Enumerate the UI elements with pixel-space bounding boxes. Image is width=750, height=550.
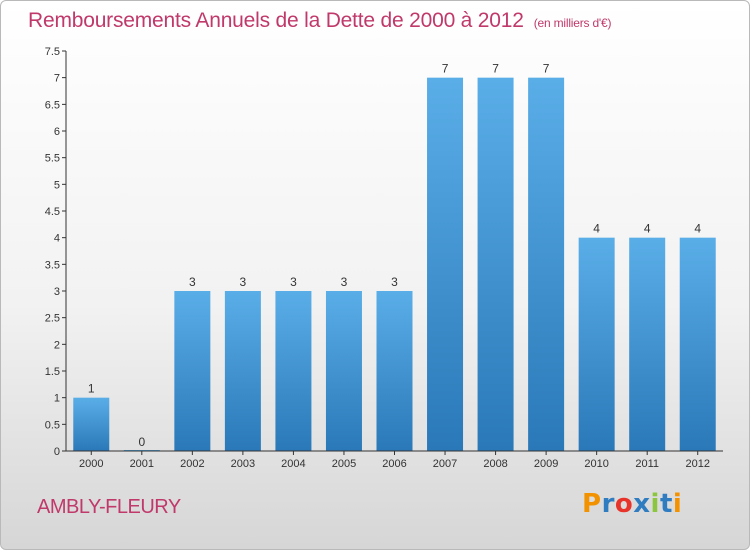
bar: [578, 237, 615, 451]
data-label: 7: [543, 62, 550, 76]
data-label: 7: [442, 62, 449, 76]
x-tick-label: 2006: [382, 458, 406, 470]
y-tick-label: 0.5: [45, 419, 60, 431]
y-tick-label: 5.5: [45, 153, 60, 165]
y-tick-label: 2.5: [45, 313, 60, 325]
x-tick-label: 2000: [79, 458, 103, 470]
x-tick-label: 2002: [180, 458, 204, 470]
data-label: 3: [290, 275, 297, 289]
bar: [376, 291, 413, 451]
y-tick-label: 1: [54, 393, 60, 405]
logo-letter: t: [659, 489, 673, 519]
y-tick-label: 2: [54, 339, 60, 351]
y-tick-label: 0: [54, 446, 60, 458]
x-tick-label: 2004: [281, 458, 305, 470]
y-tick-label: 6: [54, 126, 60, 138]
logo-letter: r: [601, 489, 615, 519]
x-tick-label: 2005: [332, 458, 356, 470]
data-label: 4: [694, 222, 701, 236]
data-label: 3: [240, 275, 247, 289]
bar: [528, 77, 565, 452]
logo-letter: i: [672, 489, 683, 519]
proxiti-logo: Proxiti: [582, 489, 682, 519]
bar: [325, 291, 362, 451]
x-tick-label: 2007: [433, 458, 457, 470]
y-tick-label: 6.5: [45, 99, 60, 111]
logo-letter: i: [650, 489, 660, 519]
y-tick-label: 3: [54, 286, 60, 298]
bar: [477, 77, 514, 452]
bar: [73, 397, 110, 451]
x-tick-label: 2001: [130, 458, 154, 470]
x-tick-label: 2011: [635, 458, 659, 470]
y-tick-label: 1.5: [45, 366, 60, 378]
bar: [174, 291, 211, 451]
bar: [427, 77, 464, 452]
logo-letter: P: [582, 489, 602, 519]
bar: [629, 237, 666, 451]
data-label: 3: [341, 275, 348, 289]
data-label: 7: [492, 62, 499, 76]
y-tick-label: 3.5: [45, 259, 60, 271]
bar: [224, 291, 261, 451]
logo-letter: x: [633, 489, 651, 519]
bar: [275, 291, 312, 451]
y-tick-label: 7.5: [45, 46, 60, 58]
data-label: 3: [189, 275, 196, 289]
data-label: 4: [644, 222, 651, 236]
data-label: 0: [138, 435, 145, 449]
x-tick-label: 2009: [534, 458, 558, 470]
y-tick-label: 7: [54, 73, 60, 85]
x-tick-label: 2008: [483, 458, 507, 470]
y-tick-label: 4.5: [45, 206, 60, 218]
x-tick-label: 2012: [685, 458, 709, 470]
y-tick-label: 4: [54, 233, 60, 245]
chart-title: Remboursements Annuels de la Dette de 20…: [28, 9, 611, 33]
y-tick-label: 5: [54, 179, 60, 191]
data-label: 4: [593, 222, 600, 236]
data-label: 1: [88, 382, 95, 396]
logo-letter: o: [614, 489, 634, 519]
unit-label: (en milliers d'€): [533, 16, 612, 30]
x-tick-label: 2010: [584, 458, 608, 470]
chart-title-text: Remboursements Annuels de la Dette de 20…: [28, 9, 524, 32]
data-label: 3: [391, 275, 398, 289]
x-tick-label: 2003: [231, 458, 255, 470]
bar: [679, 237, 716, 451]
location-label: AMBLY-FLEURY: [37, 496, 181, 518]
